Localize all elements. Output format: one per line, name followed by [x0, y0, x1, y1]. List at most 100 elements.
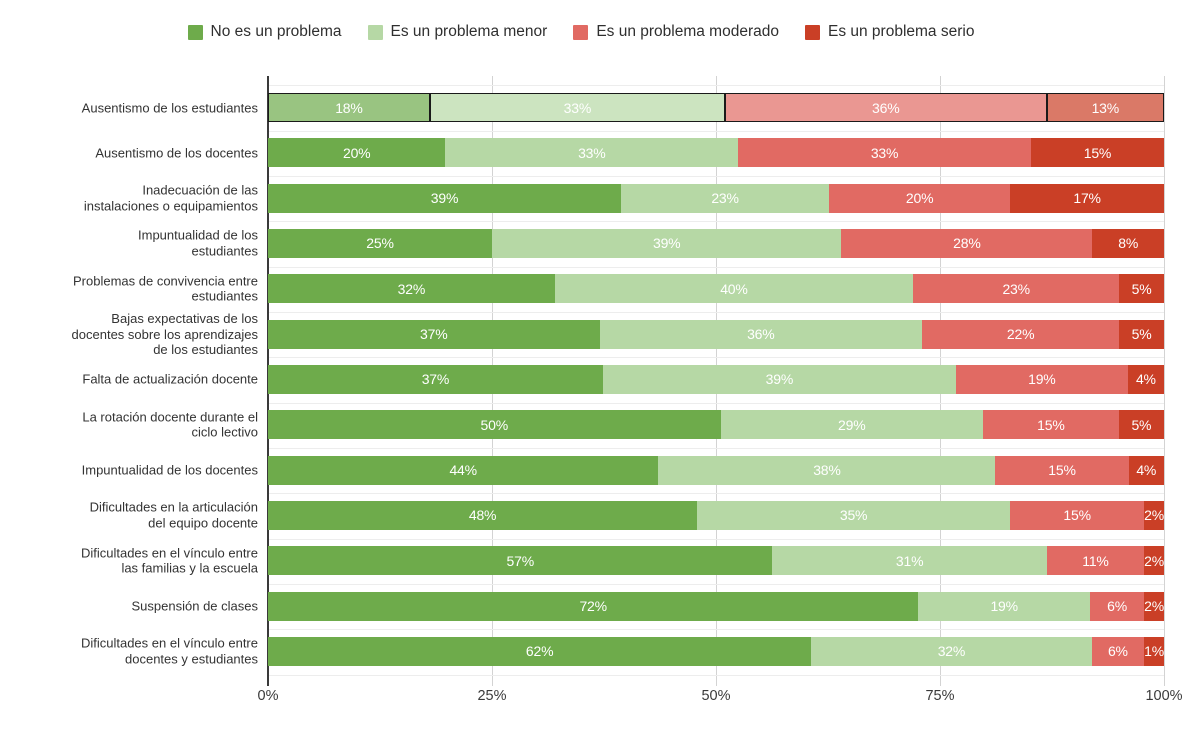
bar-segment-es-un-problema-serio[interactable]: 5% [1119, 274, 1164, 304]
chart-row[interactable]: Problemas de convivencia entre estudiant… [73, 273, 1164, 304]
bar-segment-es-un-problema-menor[interactable]: 38% [658, 455, 996, 485]
legend-item-1[interactable]: Es un problema menor [367, 23, 548, 41]
x-tick-label-25: 25% [477, 688, 507, 704]
bar-segment-no-es-un-problema[interactable]: 44% [268, 455, 659, 485]
bar-segment-es-un-problema-menor[interactable]: 33% [445, 138, 739, 168]
segment-value-label: 15% [1083, 144, 1112, 161]
segment-value-label: 29% [838, 416, 866, 433]
bar-segment-es-un-problema-menor[interactable]: 19% [918, 591, 1090, 621]
bar-segment-es-un-problema-moderado[interactable]: 19% [955, 364, 1128, 394]
bar-segment-no-es-un-problema[interactable]: 50% [268, 410, 721, 440]
category-label: Falta de actualización docente [82, 371, 258, 387]
bar-segment-no-es-un-problema[interactable]: 32% [268, 274, 555, 304]
chart-row[interactable]: La rotación docente durante el ciclo lec… [82, 409, 1164, 440]
bar-segment-es-un-problema-serio[interactable]: 4% [1127, 364, 1164, 394]
bar-segment-es-un-problema-serio[interactable]: 1% [1144, 636, 1164, 666]
bar-segment-es-un-problema-moderado[interactable]: 6% [1091, 636, 1145, 666]
bar-segment-es-un-problema-menor[interactable]: 32% [811, 636, 1092, 666]
bar-segment-no-es-un-problema[interactable]: 62% [268, 636, 812, 666]
chart-row[interactable]: Dificultades en la articulación del equi… [90, 500, 1165, 531]
chart-row[interactable]: Impuntualidad de los estudiantes 25% 39% 28… [138, 228, 1164, 258]
chart-row[interactable]: Bajas expectativas de los docentes sobre… [72, 311, 1164, 357]
bar-segment-no-es-un-problema[interactable]: 37% [268, 319, 600, 349]
bar-segment-no-es-un-problema[interactable]: 25% [268, 228, 492, 258]
x-tick-label-0: 0% [257, 688, 279, 704]
segment-value-label: 8% [1118, 235, 1139, 252]
bar-segment-es-un-problema-serio[interactable]: 2% [1144, 500, 1164, 530]
chart-row[interactable]: Dificultades en el vínculo entre las fam… [81, 545, 1164, 576]
bar-segment-es-un-problema-menor[interactable]: 33% [429, 93, 725, 122]
bar-segment-es-un-problema-moderado[interactable]: 23% [913, 274, 1120, 304]
stacked-bar: 37% 39% 19% 4% [268, 364, 1164, 394]
bar-segment-es-un-problema-moderado[interactable]: 11% [1046, 546, 1145, 576]
legend-label: Es un problema menor [390, 23, 548, 40]
horizontal-gridline-2 [268, 176, 1164, 178]
bar-segment-es-un-problema-serio[interactable]: 2% [1144, 546, 1164, 576]
bar-segment-es-un-problema-menor[interactable]: 23% [620, 183, 830, 213]
segment-value-label: 38% [813, 462, 841, 479]
bar-segment-no-es-un-problema[interactable]: 48% [268, 500, 698, 530]
legend-item-2[interactable]: Es un problema moderado [573, 23, 779, 41]
bar-segment-es-un-problema-moderado[interactable]: 28% [841, 228, 1093, 258]
segment-value-label: 19% [990, 598, 1018, 615]
chart-plot-area: Ausentismo de los estudiantes 18% 33% 36% 13… [72, 76, 1183, 704]
chart-row[interactable]: Ausentismo de los estudiantes 18% 33% 36% 13… [82, 93, 1165, 122]
horizontal-gridline-8 [268, 448, 1164, 450]
legend-label: No es un problema [210, 23, 342, 40]
chart-row[interactable]: Suspensión de clases 72% 19% 6% 2% [132, 591, 1164, 621]
segment-value-label: 50% [480, 416, 509, 433]
bar-segment-es-un-problema-menor[interactable]: 40% [554, 274, 914, 304]
segment-value-label: 2% [1144, 507, 1164, 524]
chart-row[interactable]: Ausentismo de los docentes 20% 33% 33% 15% [95, 138, 1164, 168]
bar-segment-es-un-problema-serio[interactable]: 5% [1118, 410, 1164, 440]
bar-segment-es-un-problema-serio[interactable]: 13% [1046, 93, 1165, 122]
bar-segment-no-es-un-problema[interactable]: 39% [268, 183, 621, 213]
bar-segment-es-un-problema-serio[interactable]: 4% [1128, 455, 1164, 485]
x-tick-label-100: 100% [1145, 688, 1183, 704]
bar-segment-es-un-problema-moderado[interactable]: 15% [995, 455, 1129, 485]
bar-segment-es-un-problema-serio[interactable]: 15% [1030, 138, 1164, 168]
bar-segment-es-un-problema-moderado[interactable]: 15% [1010, 500, 1145, 530]
bar-segment-es-un-problema-menor[interactable]: 39% [492, 228, 842, 258]
category-label: Ausentismo de los docentes [95, 145, 258, 161]
legend-swatch-icon [367, 24, 383, 40]
bar-segment-es-un-problema-menor[interactable]: 35% [697, 500, 1011, 530]
bar-segment-no-es-un-problema[interactable]: 18% [268, 93, 430, 122]
horizontal-gridline-7 [268, 402, 1164, 404]
segment-value-label: 39% [430, 190, 459, 207]
bar-segment-es-un-problema-moderado[interactable]: 33% [738, 138, 1031, 168]
chart-row[interactable]: Inadecuación de las instalaciones o equi… [84, 183, 1164, 213]
chart-row[interactable]: Falta de actualización docente 37% 39% 19% 4… [82, 364, 1164, 394]
horizontal-gridline-12 [268, 629, 1164, 631]
horizontal-gridline-3 [268, 221, 1164, 223]
bar-segment-no-es-un-problema[interactable]: 57% [268, 546, 773, 576]
legend-swatch-icon [804, 24, 820, 40]
bar-segment-es-un-problema-serio[interactable]: 17% [1010, 183, 1164, 213]
bar-segment-es-un-problema-menor[interactable]: 36% [599, 319, 923, 349]
bar-segment-es-un-problema-menor[interactable]: 29% [720, 410, 983, 440]
segment-value-label: 36% [872, 99, 900, 116]
chart-row[interactable]: Impuntualidad de los docentes 44% 38% 15% 4% [82, 455, 1164, 485]
bar-segment-es-un-problema-moderado[interactable]: 20% [829, 183, 1011, 213]
bar-segment-es-un-problema-serio[interactable]: 5% [1119, 319, 1164, 349]
bar-segment-es-un-problema-serio[interactable]: 8% [1092, 228, 1164, 258]
bar-segment-no-es-un-problema[interactable]: 37% [268, 364, 603, 394]
legend-item-3[interactable]: Es un problema serio [804, 23, 974, 41]
chart-row[interactable]: Dificultades en el vínculo entre docente… [81, 636, 1164, 667]
bar-segment-es-un-problema-moderado[interactable]: 22% [922, 319, 1120, 349]
segment-value-label: 37% [421, 371, 450, 388]
legend-item-0[interactable]: No es un problema [187, 23, 342, 41]
horizontal-gridline-4 [268, 266, 1164, 268]
bar-segment-es-un-problema-moderado[interactable]: 15% [983, 410, 1119, 440]
bar-segment-es-un-problema-menor[interactable]: 31% [772, 546, 1047, 576]
bar-segment-es-un-problema-menor[interactable]: 39% [602, 364, 956, 394]
segment-value-label: 39% [653, 235, 681, 252]
bar-segment-es-un-problema-serio[interactable]: 2% [1144, 591, 1164, 621]
horizontal-gridline-5 [268, 312, 1164, 314]
stacked-bar: 32% 40% 23% 5% [268, 274, 1164, 304]
segment-value-label: 31% [895, 552, 924, 569]
bar-segment-es-un-problema-moderado[interactable]: 36% [724, 93, 1047, 122]
bar-segment-no-es-un-problema[interactable]: 20% [268, 138, 446, 168]
bar-segment-no-es-un-problema[interactable]: 72% [268, 591, 919, 621]
bar-segment-es-un-problema-moderado[interactable]: 6% [1089, 591, 1145, 621]
